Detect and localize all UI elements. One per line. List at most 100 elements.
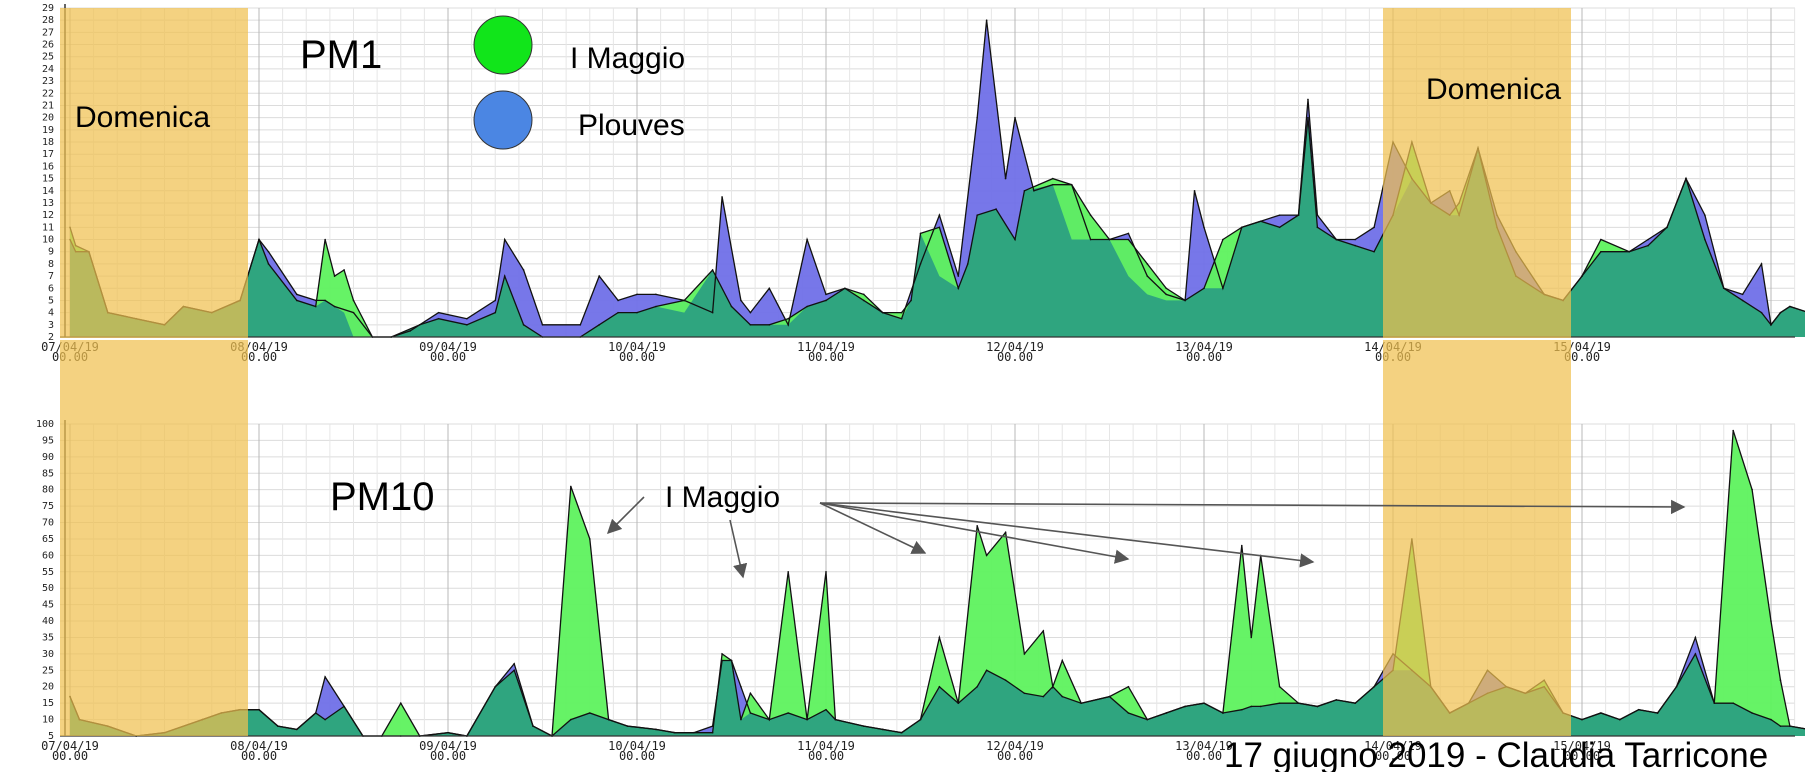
data-point-i-maggio	[343, 269, 345, 271]
data-point-plouves	[1600, 250, 1602, 253]
data-point-i-maggio	[1704, 238, 1706, 241]
data-point-i-maggio	[418, 324, 421, 326]
data-point-plouves	[343, 705, 345, 708]
data-point-plouves	[314, 712, 317, 714]
y-tick-label: 25	[42, 52, 54, 63]
data-point-plouves	[806, 238, 808, 241]
data-point-plouves	[881, 311, 884, 314]
data-point-i-maggio	[314, 305, 317, 308]
y-tick-label: 3	[48, 320, 54, 331]
x-tick-date: 07/04/19	[41, 739, 99, 753]
data-point-i-maggio	[570, 485, 572, 488]
data-point-i-maggio	[399, 702, 402, 704]
annotation-i-maggio: I Maggio	[665, 481, 780, 514]
data-point-plouves	[1656, 712, 1659, 714]
data-point-plouves	[1259, 705, 1262, 708]
x-tick-time: 00.00	[241, 749, 277, 763]
data-point-plouves	[1647, 238, 1649, 241]
y-tick-label: 50	[42, 583, 54, 594]
data-point-plouves	[1760, 263, 1763, 265]
data-point-plouves	[1259, 220, 1262, 223]
data-point-plouves	[1004, 177, 1007, 180]
y-tick-label: 15	[42, 174, 54, 185]
data-point-plouves	[1713, 702, 1716, 704]
data-point-plouves	[296, 293, 298, 296]
data-point-plouves	[900, 731, 903, 734]
data-point-plouves	[1222, 712, 1224, 714]
data-point-plouves	[1108, 238, 1111, 241]
annotation-arrow	[819, 502, 927, 554]
x-tick-time: 00.00	[430, 350, 466, 364]
data-point-plouves	[711, 311, 714, 314]
data-point-plouves	[522, 269, 525, 271]
y-tick-label: 15	[42, 698, 54, 709]
x-tick-time: 00.00	[1564, 749, 1600, 763]
data-point-plouves	[1581, 718, 1583, 721]
data-point-plouves	[636, 293, 638, 296]
data-point-i-maggio	[749, 692, 752, 695]
data-point-plouves	[683, 299, 686, 302]
x-tick-date: 14/04/19	[1364, 739, 1422, 753]
y-tick-label: 17	[42, 149, 54, 160]
data-point-i-maggio	[768, 324, 771, 326]
legend-swatch-plouves	[473, 90, 533, 150]
y-tick-label: 75	[42, 501, 54, 512]
y-tick-label: 70	[42, 518, 54, 529]
data-point-plouves	[466, 317, 468, 320]
data-point-plouves	[1694, 636, 1697, 639]
data-point-i-maggio	[617, 311, 619, 314]
x-tick-date: 12/04/19	[986, 340, 1044, 354]
data-point-plouves	[1779, 725, 1782, 727]
data-point-i-maggio	[466, 324, 468, 326]
data-point-i-maggio	[513, 669, 515, 672]
data-point-plouves	[1732, 702, 1734, 704]
y-tick-label: 14	[42, 186, 54, 197]
pm1-chart: 2345678910111213141516171819202122232425…	[41, 3, 1805, 364]
x-tick-date: 08/04/19	[230, 739, 288, 753]
y-tick-label: 16	[42, 161, 54, 172]
data-point-i-maggio	[787, 570, 789, 573]
data-point-i-maggio	[1023, 189, 1026, 192]
data-point-plouves	[957, 275, 960, 277]
data-point-plouves	[324, 299, 326, 302]
data-point-i-maggio	[1089, 214, 1092, 216]
y-tick-label: 28	[42, 15, 54, 26]
data-point-plouves	[1307, 98, 1309, 101]
data-point-plouves	[1023, 692, 1026, 695]
data-point-plouves	[1184, 705, 1186, 708]
data-point-plouves	[1297, 214, 1300, 216]
data-point-plouves	[277, 725, 279, 727]
data-point-plouves	[258, 238, 260, 241]
data-point-plouves	[1070, 183, 1073, 186]
x-tick-time: 00.00	[619, 749, 655, 763]
data-point-plouves	[749, 712, 752, 714]
data-point-i-maggio	[352, 299, 355, 302]
data-point-plouves	[1600, 712, 1602, 714]
data-point-plouves	[267, 250, 270, 253]
data-point-i-maggio	[957, 287, 960, 290]
sunday-band-pm1	[1383, 8, 1571, 338]
annotation-arrow	[606, 496, 645, 535]
data-point-plouves	[730, 659, 733, 662]
data-point-i-maggio	[825, 299, 827, 302]
data-point-i-maggio	[522, 324, 525, 326]
data-point-plouves	[919, 718, 922, 721]
data-point-plouves	[1770, 324, 1772, 326]
data-point-i-maggio	[806, 305, 808, 308]
data-point-plouves	[711, 725, 714, 727]
y-tick-label: 35	[42, 632, 54, 643]
data-point-plouves	[1127, 712, 1130, 714]
data-point-i-maggio	[985, 554, 988, 557]
data-point-i-maggio	[1061, 659, 1064, 662]
data-point-i-maggio	[938, 636, 941, 639]
x-tick-date: 11/04/19	[797, 340, 855, 354]
data-point-i-maggio	[1165, 287, 1167, 290]
sunday-label-second: Domenica	[1426, 73, 1561, 106]
data-point-plouves	[1741, 293, 1744, 296]
y-tick-label: 9	[48, 247, 54, 258]
data-point-plouves	[1581, 275, 1583, 277]
y-tick-label: 23	[42, 76, 54, 87]
data-point-plouves	[409, 330, 412, 332]
y-tick-label: 2	[48, 332, 54, 343]
